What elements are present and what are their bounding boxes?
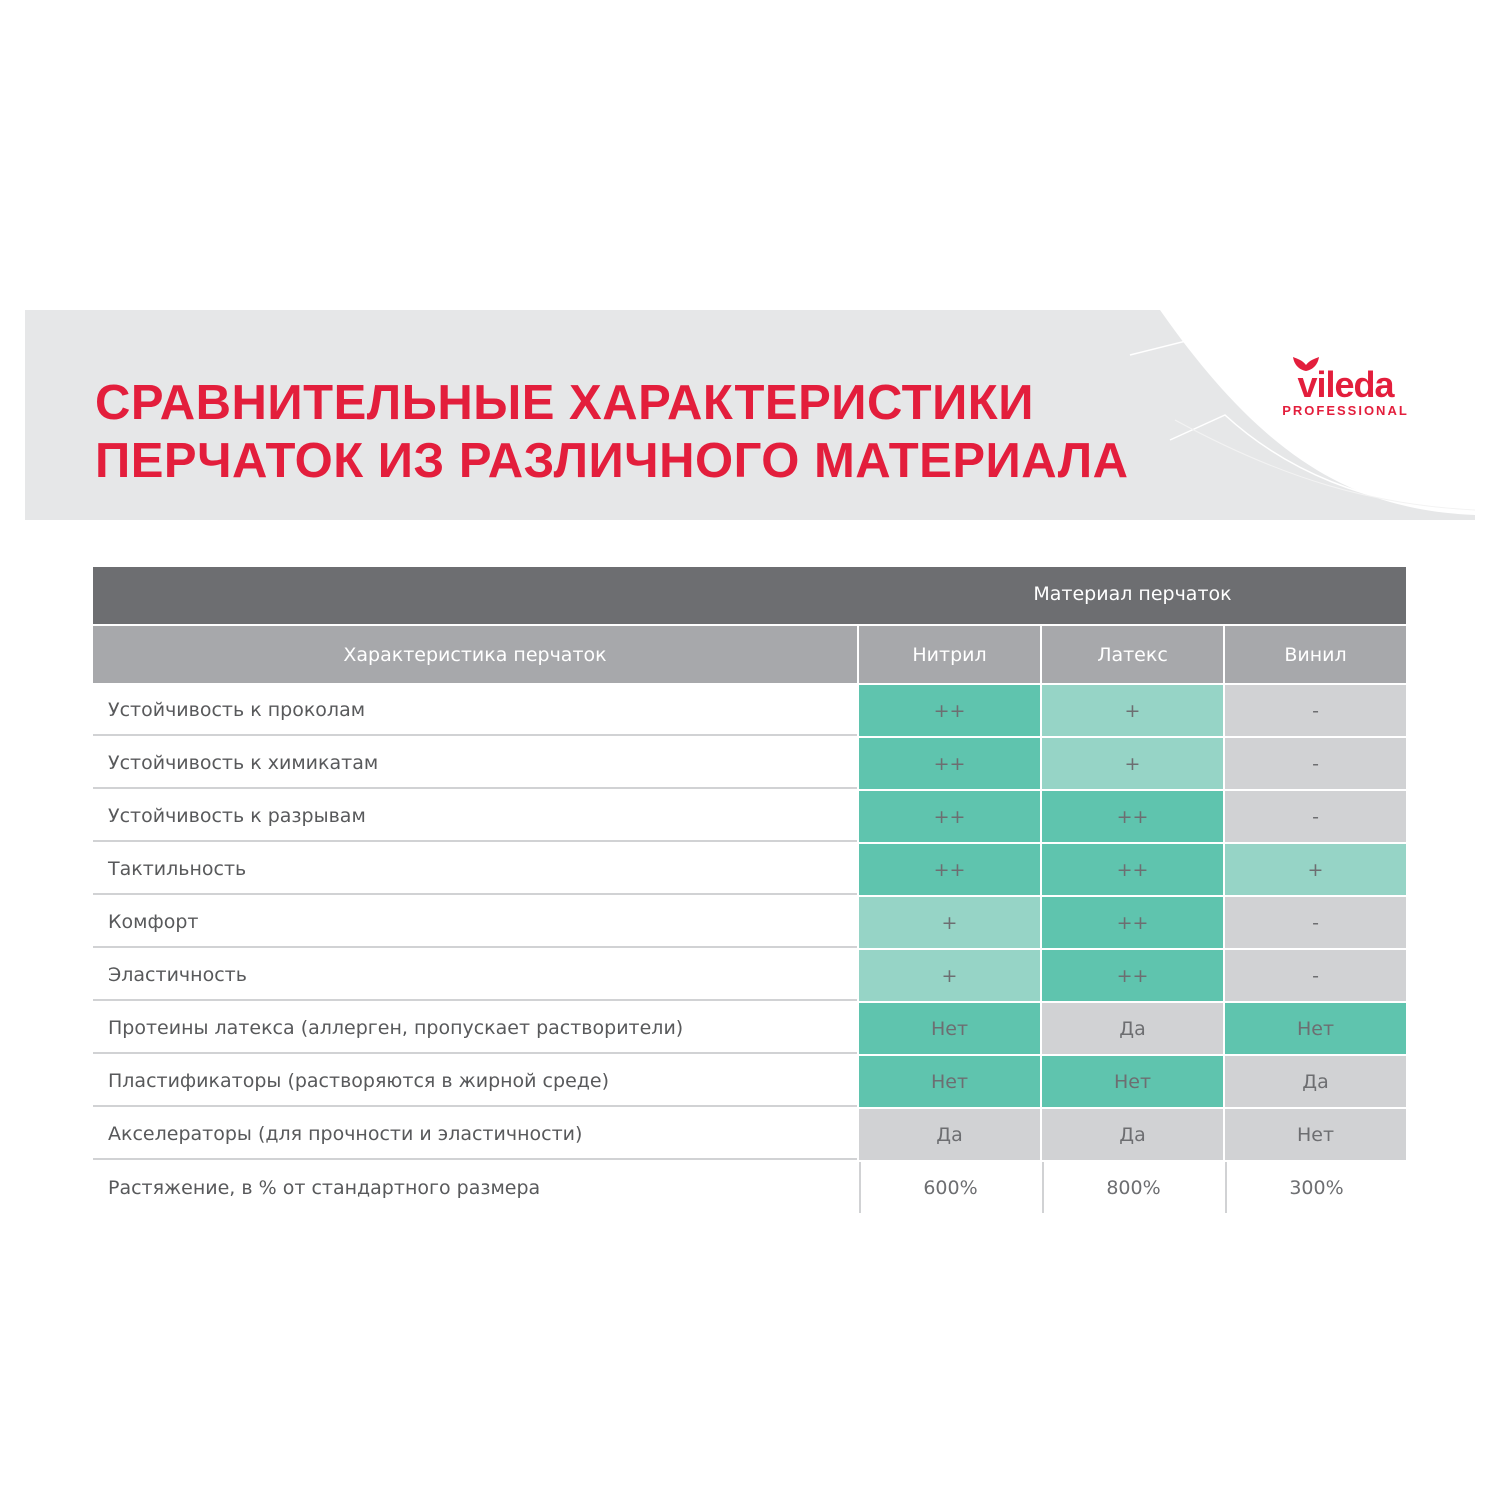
cell-nitrile: ++ (859, 791, 1040, 842)
cell-nitrile: ++ (859, 738, 1040, 789)
page-title-line-1: СРАВНИТЕЛЬНЫЕ ХАРАКТЕРИСТИКИ (95, 376, 1034, 430)
vileda-logo: vileda PROFESSIONAL (1273, 355, 1418, 418)
cell-nitrile: Нет (859, 1003, 1040, 1054)
cell-vinyl: + (1225, 844, 1406, 895)
table-row: Устойчивость к проколам ++ + - (93, 685, 1406, 736)
column-header-characteristic: Характеристика перчаток (93, 626, 857, 683)
logo-wordmark: vileda (1297, 364, 1394, 405)
column-header-vinyl: Винил (1225, 626, 1406, 683)
cell-vinyl: Нет (1225, 1003, 1406, 1054)
cell-nitrile: ++ (859, 685, 1040, 736)
comparison-table: Материал перчаток Характеристика перчато… (93, 567, 1406, 1213)
row-label: Акселераторы (для прочности и эластичнос… (93, 1109, 857, 1160)
cell-latex: Да (1042, 1109, 1223, 1160)
cell-latex: ++ (1042, 897, 1223, 948)
row-label: Пластификаторы (растворяются в жирной ср… (93, 1056, 857, 1107)
cell-latex: 800% (1042, 1162, 1223, 1213)
row-label: Протеины латекса (аллерген, пропускает р… (93, 1003, 857, 1054)
row-label: Комфорт (93, 897, 857, 948)
table-row: Протеины латекса (аллерген, пропускает р… (93, 1003, 1406, 1054)
cell-latex: Да (1042, 1003, 1223, 1054)
cell-vinyl: 300% (1225, 1162, 1406, 1213)
cell-nitrile: ++ (859, 844, 1040, 895)
column-header-latex: Латекс (1042, 626, 1223, 683)
cell-nitrile: Да (859, 1109, 1040, 1160)
cell-vinyl: - (1225, 897, 1406, 948)
cell-nitrile: + (859, 950, 1040, 1001)
table-row: Комфорт + ++ - (93, 897, 1406, 948)
row-label: Эластичность (93, 950, 857, 1001)
cell-latex: ++ (1042, 791, 1223, 842)
cell-vinyl: - (1225, 685, 1406, 736)
decorative-swoosh (1129, 310, 1475, 515)
row-label: Устойчивость к разрывам (93, 791, 857, 842)
table-row: Тактильность ++ ++ + (93, 844, 1406, 895)
cell-vinyl: - (1225, 738, 1406, 789)
cell-vinyl: Да (1225, 1056, 1406, 1107)
page-title-line-2: ПЕРЧАТОК ИЗ РАЗЛИЧНОГО МАТЕРИАЛА (95, 434, 1129, 488)
cell-nitrile: 600% (859, 1162, 1040, 1213)
title-banner: СРАВНИТЕЛЬНЫЕ ХАРАКТЕРИСТИКИ ПЕРЧАТОК ИЗ… (25, 310, 1475, 520)
group-header-label: Материал перчаток (1033, 583, 1232, 605)
table-row: Растяжение, в % от стандартного размера 6… (93, 1162, 1406, 1213)
cell-latex: ++ (1042, 844, 1223, 895)
cell-latex: + (1042, 738, 1223, 789)
column-header-row: Характеристика перчаток Нитрил Латекс Ви… (93, 626, 1406, 683)
row-label: Растяжение, в % от стандартного размера (108, 1176, 541, 1199)
row-label: Тактильность (93, 844, 857, 895)
table-row: Акселераторы (для прочности и эластичнос… (93, 1109, 1406, 1160)
cell-latex: ++ (1042, 950, 1223, 1001)
table-row: Эластичность + ++ - (93, 950, 1406, 1001)
row-label: Устойчивость к проколам (93, 685, 857, 736)
cell-vinyl: - (1225, 791, 1406, 842)
cell-latex: Нет (1042, 1056, 1223, 1107)
row-label: Устойчивость к химикатам (93, 738, 857, 789)
logo-subtitle: PROFESSIONAL (1282, 403, 1409, 418)
table-row: Устойчивость к разрывам ++ ++ - (93, 791, 1406, 842)
table-row: Устойчивость к химикатам ++ + - (93, 738, 1406, 789)
cell-nitrile: Нет (859, 1056, 1040, 1107)
table-row: Пластификаторы (растворяются в жирной ср… (93, 1056, 1406, 1107)
group-header: Материал перчаток (93, 567, 1406, 624)
cell-vinyl: Нет (1225, 1109, 1406, 1160)
cell-vinyl: - (1225, 950, 1406, 1001)
cell-latex: + (1042, 685, 1223, 736)
leaf-icon (1293, 357, 1319, 371)
column-header-nitrile: Нитрил (859, 626, 1040, 683)
cell-nitrile: + (859, 897, 1040, 948)
